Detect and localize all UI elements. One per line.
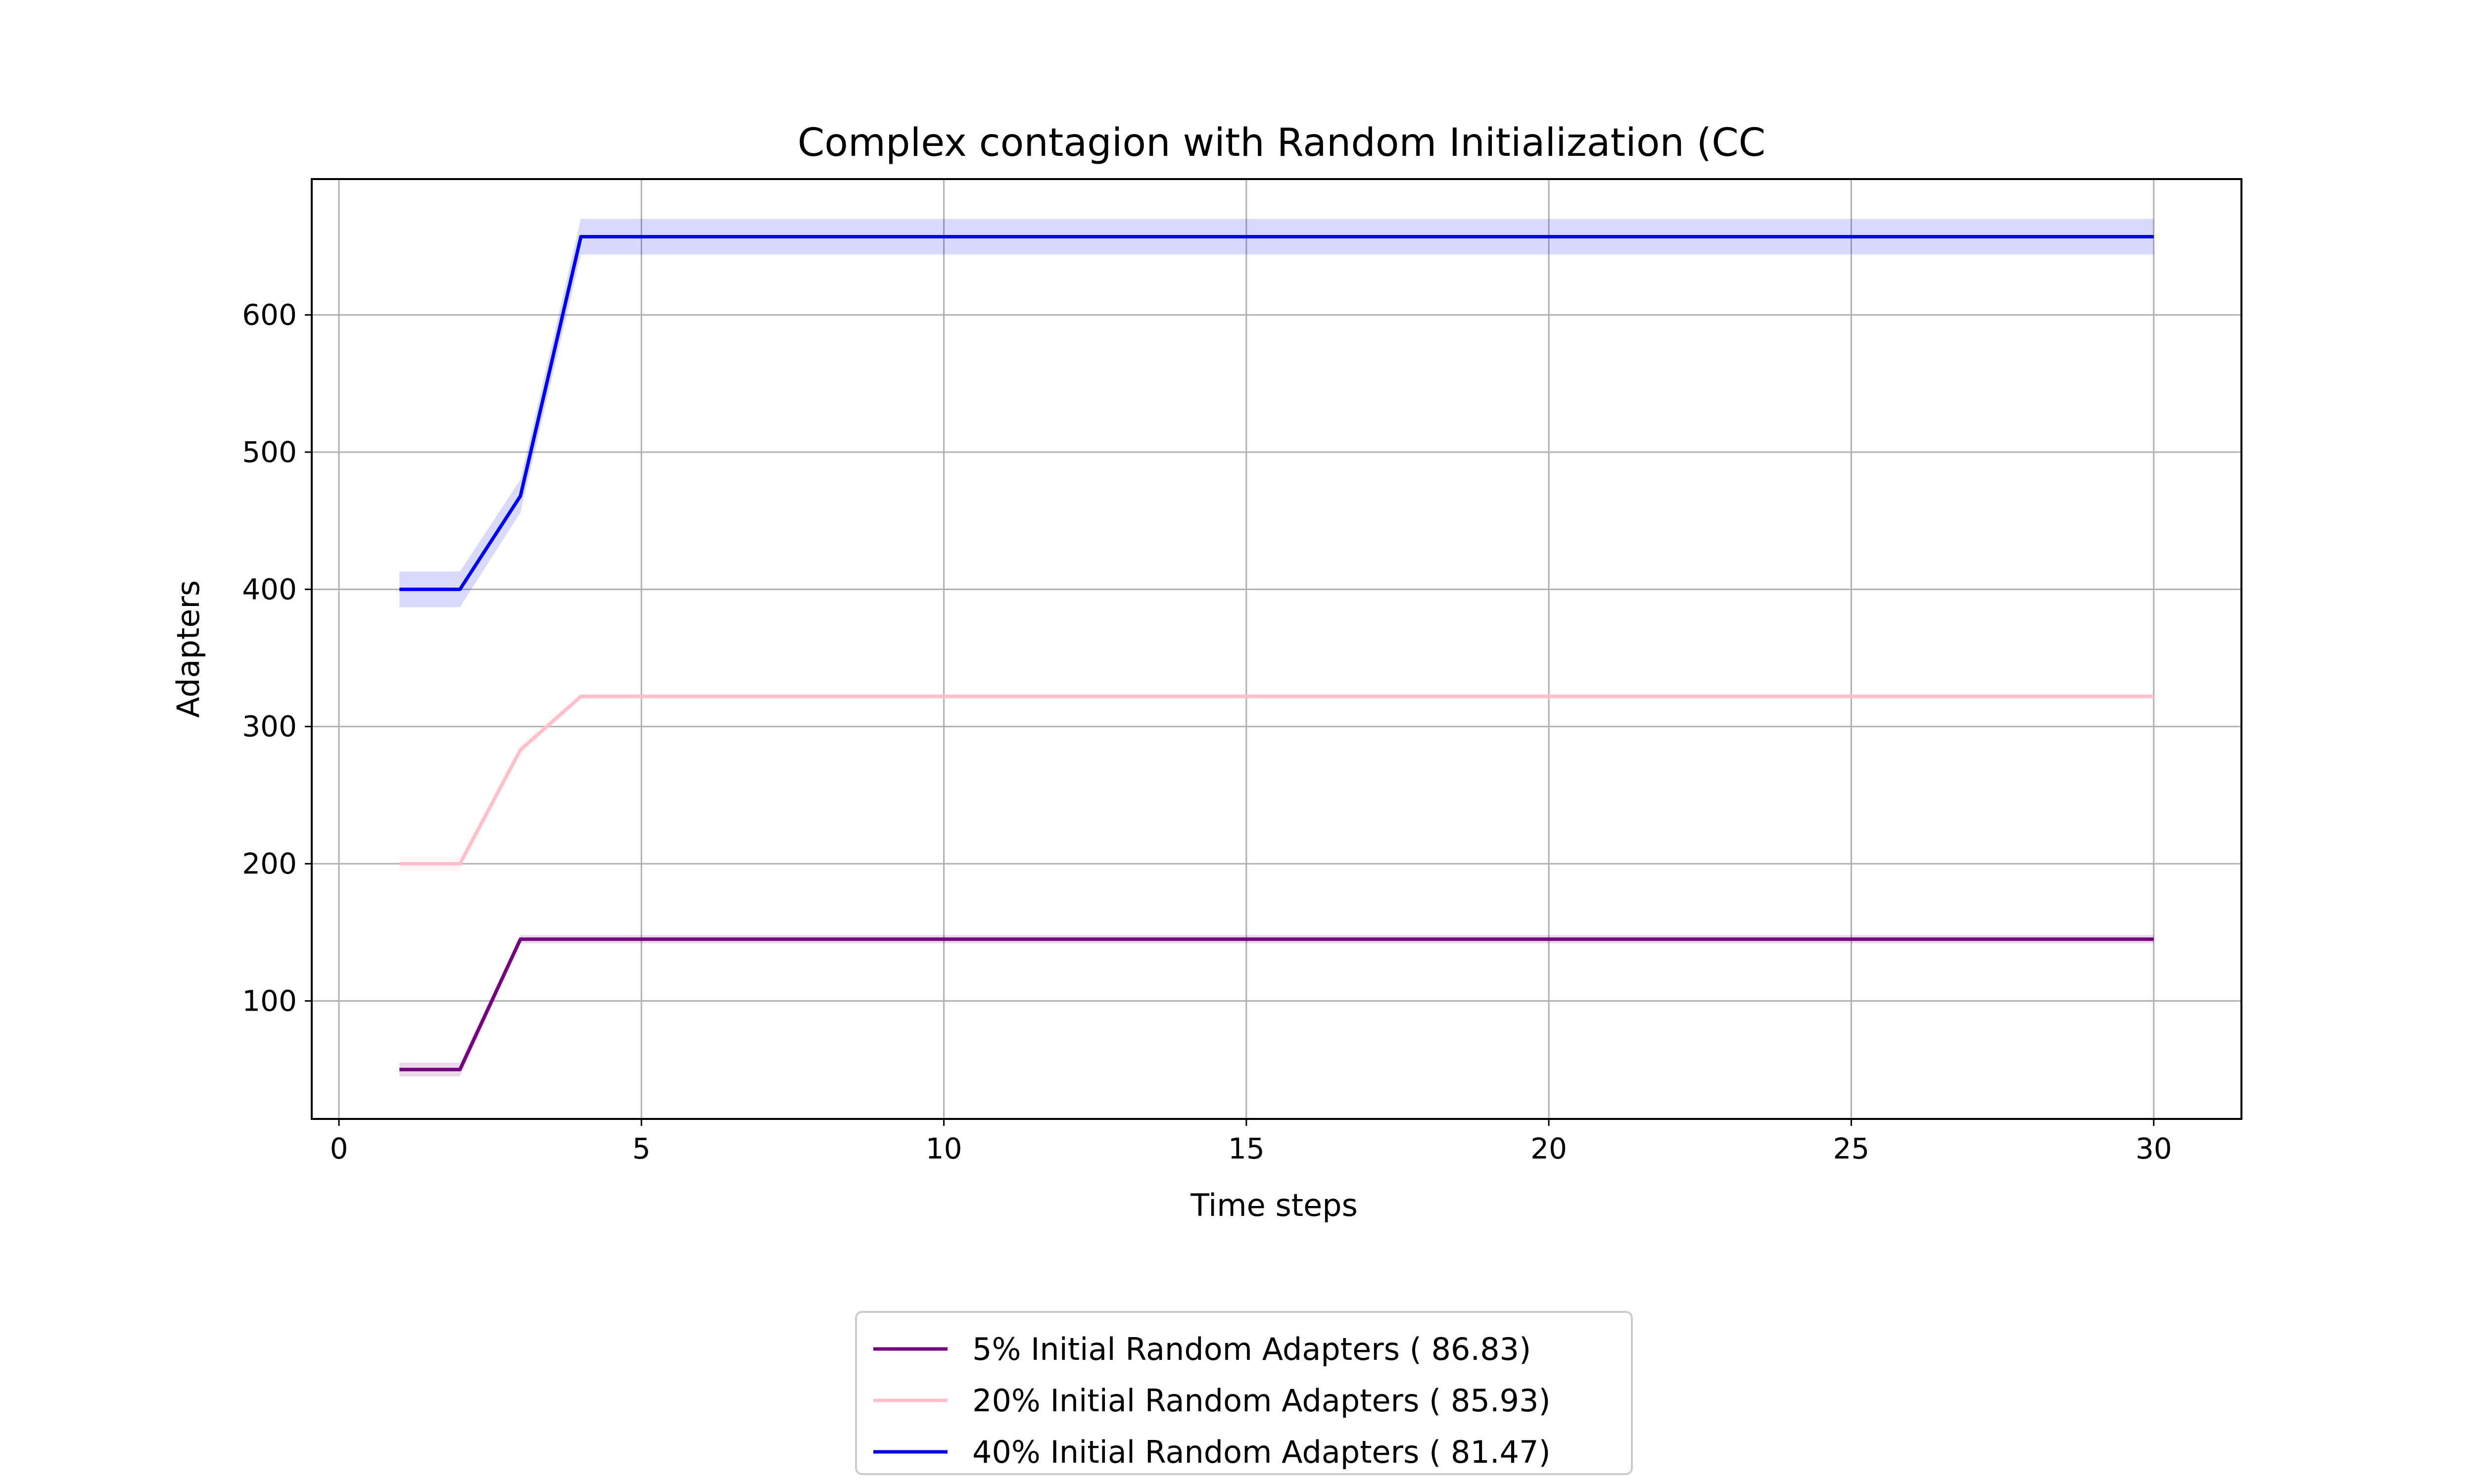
- y-tick-label: 100: [242, 984, 297, 1018]
- legend-label-2: 20% Initial Random Adapters ( 85.93): [972, 1383, 1551, 1419]
- y-tick-label: 600: [242, 298, 297, 332]
- y-axis-label: Adapters: [170, 580, 206, 718]
- plot-area-frame: [311, 178, 2242, 1120]
- y-axis-ticks: 100 200 300 400 500 600: [242, 298, 312, 1018]
- series-1-line: [399, 937, 2154, 1071]
- legend-label-3: 40% Initial Random Adapters ( 81.47): [972, 1434, 1551, 1470]
- x-tick-label: 20: [1530, 1132, 1567, 1165]
- x-tick-label: 10: [926, 1132, 962, 1165]
- series-2-line: [399, 695, 2154, 866]
- y-tick-label: 500: [242, 435, 297, 469]
- y-tick-label: 400: [242, 572, 297, 606]
- grid-lines: [312, 179, 2241, 1119]
- x-tick-label: 0: [330, 1132, 348, 1165]
- x-tick-label: 30: [2136, 1132, 2172, 1165]
- legend-label-1: 5% Initial Random Adapters ( 86.83): [972, 1331, 1531, 1367]
- x-tick-label: 15: [1228, 1132, 1265, 1165]
- x-tick-label: 5: [632, 1132, 651, 1165]
- series-3-line: [399, 234, 2154, 591]
- chart-title: Complex contagion with Random Initializa…: [798, 121, 1765, 165]
- x-tick-label: 25: [1833, 1132, 1870, 1165]
- y-tick-label: 200: [242, 847, 297, 881]
- x-axis-ticks: 0 5 10 15 20 25 30: [330, 1119, 2172, 1165]
- x-axis-label: Time steps: [1190, 1187, 1358, 1223]
- legend-box: [855, 1311, 1633, 1475]
- y-tick-label: 300: [242, 710, 297, 743]
- series-lines: [399, 234, 2154, 1071]
- legend: 5% Initial Random Adapters ( 86.83) 20% I…: [855, 1311, 1633, 1475]
